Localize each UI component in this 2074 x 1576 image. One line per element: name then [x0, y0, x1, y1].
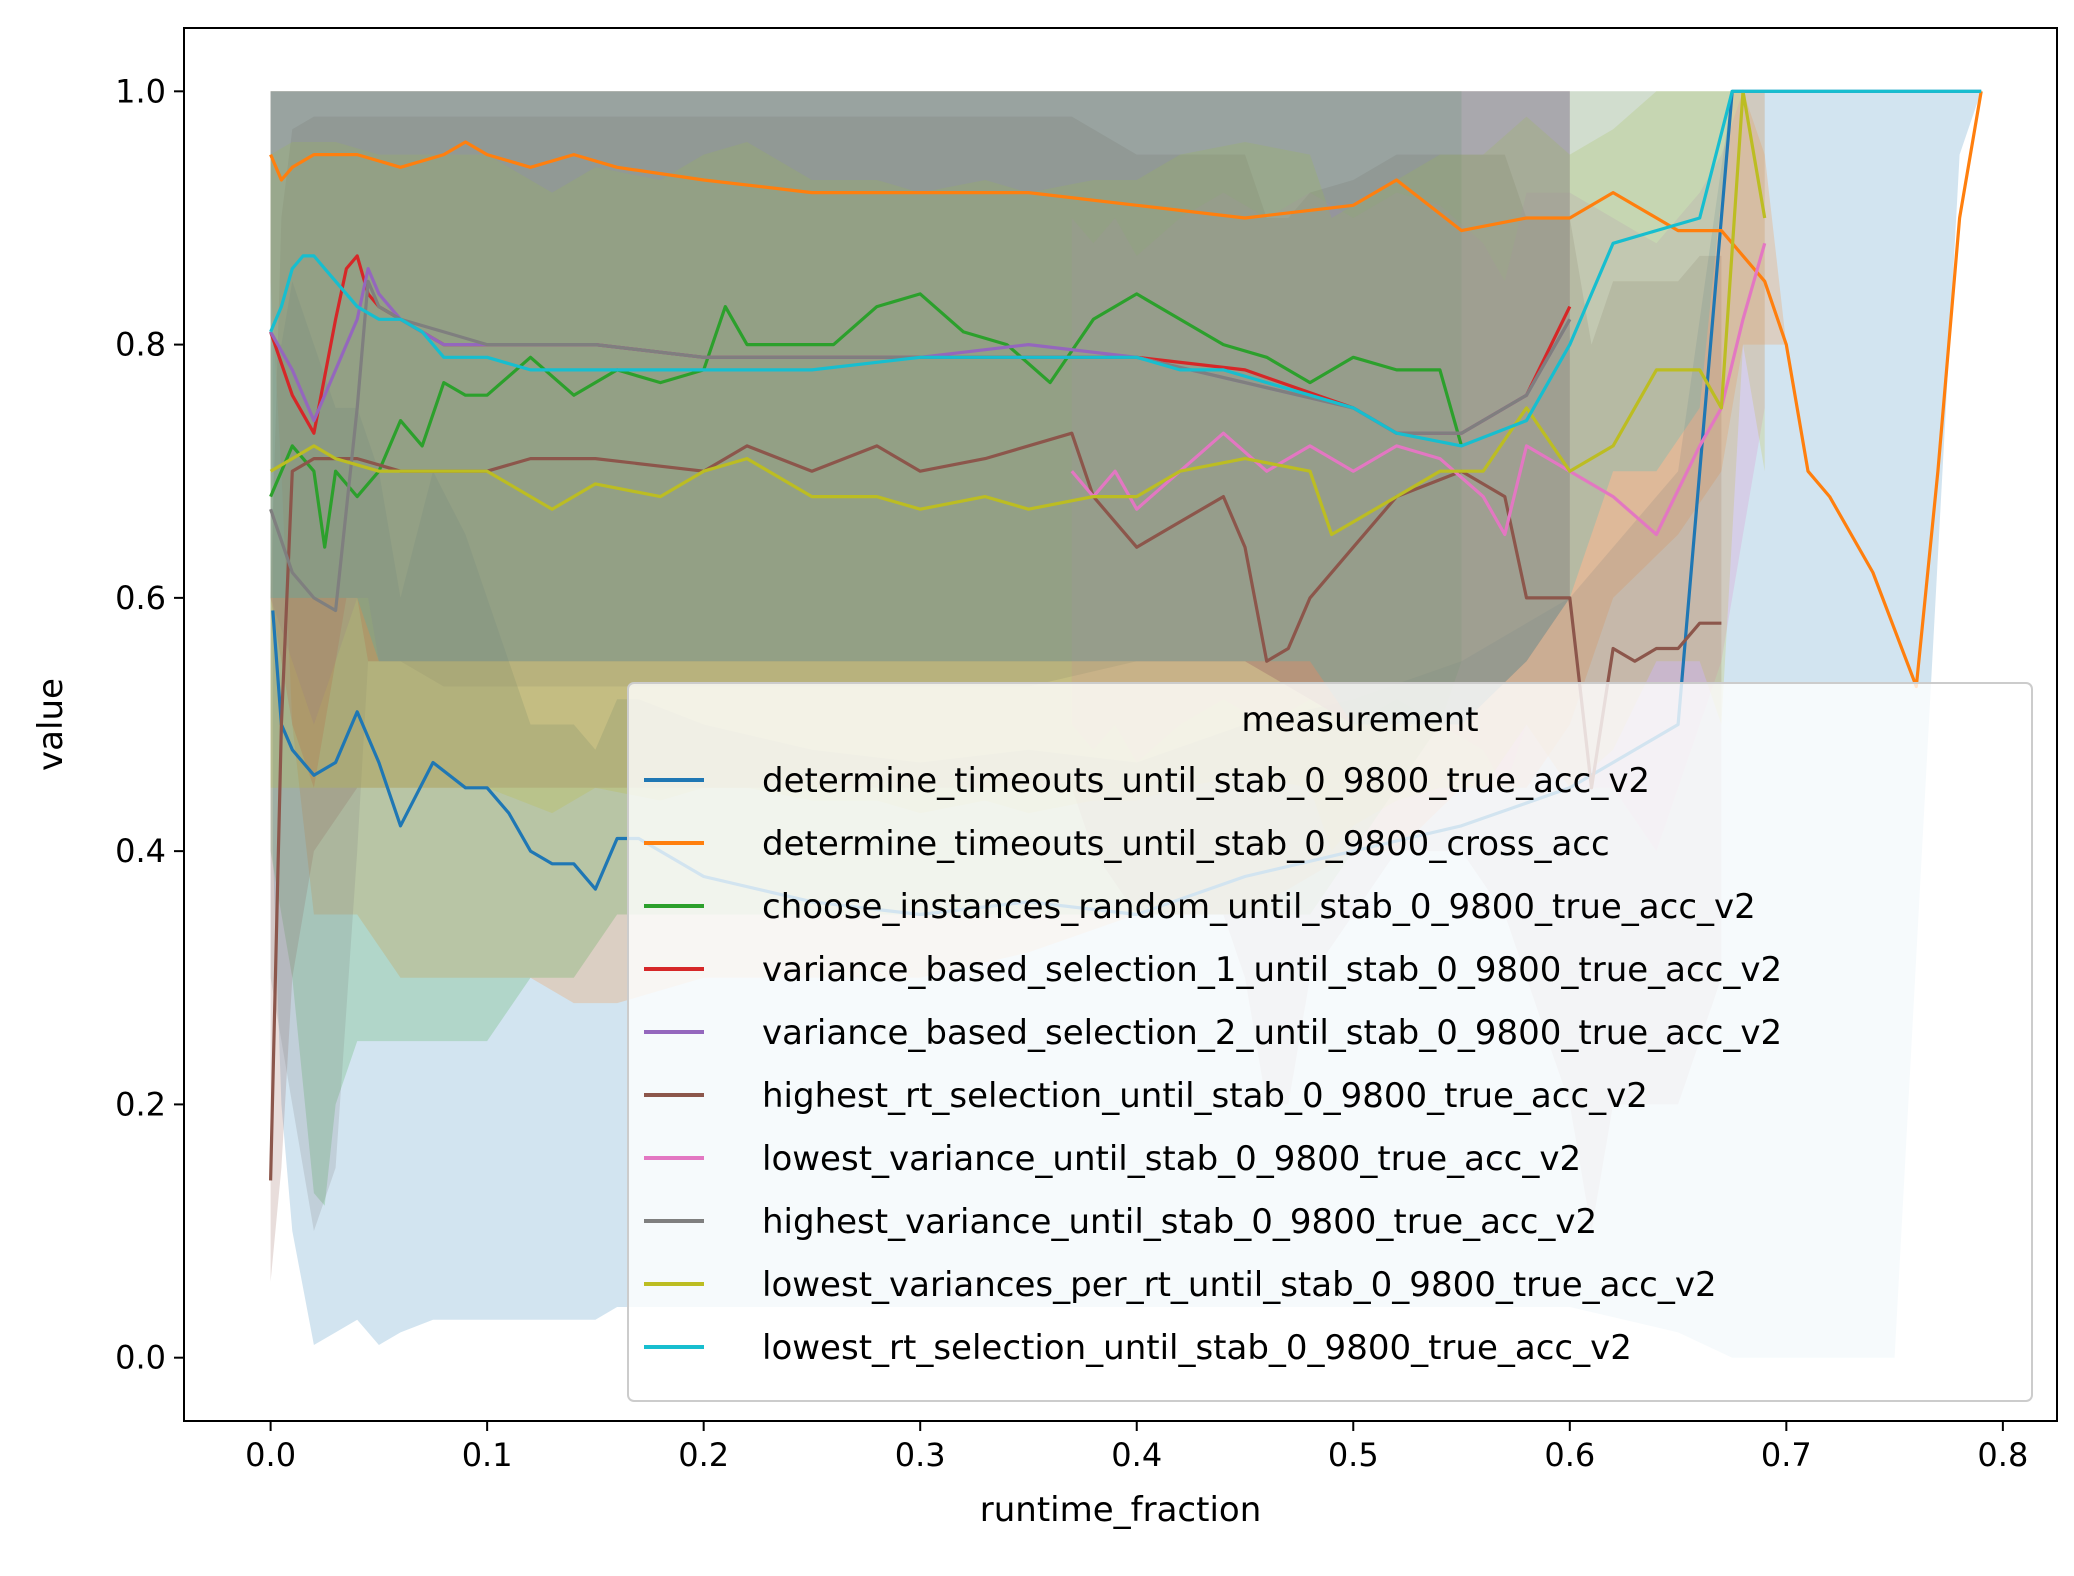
series-line-choose_instances_random_until_stab_0_9800_true_acc_v2	[269, 292, 1464, 549]
x-tick-label: 0.2	[678, 1436, 729, 1474]
legend-label: determine_timeouts_until_stab_0_9800_tru…	[762, 761, 1650, 801]
series-line-lowest_variance_until_stab_0_9800_true_acc_v2	[1070, 242, 1767, 537]
series-line-determine_timeouts_until_stab_0_9800_cross_acc	[269, 91, 1983, 689]
x-tick-label: 0.6	[1544, 1436, 1595, 1474]
band-variance_based_selection_2_until_stab_0_9800_true_acc_v2	[270, 91, 1570, 725]
band-lowest_variance_until_stab_0_9800_true_acc_v2	[1071, 91, 1765, 852]
axes-frame	[183, 27, 2058, 1422]
legend-label: variance_based_selection_1_until_stab_0_…	[762, 950, 1782, 990]
y-axis-label: value	[31, 678, 71, 771]
x-tick-label: 0.1	[462, 1436, 513, 1474]
legend-label: highest_variance_until_stab_0_9800_true_…	[762, 1202, 1597, 1242]
legend-label: variance_based_selection_2_until_stab_0_…	[762, 1013, 1782, 1053]
series-lines	[269, 89, 1983, 1181]
y-tick-label: 0.4	[115, 832, 166, 870]
legend-label: lowest_variances_per_rt_until_stab_0_980…	[762, 1265, 1717, 1305]
y-tick-label: 0.0	[115, 1339, 166, 1377]
band-lowest_rt_selection_until_stab_0_9800_true_acc_v2	[270, 91, 1982, 725]
x-tick-label: 0.5	[1328, 1436, 1379, 1474]
y-tick-label: 1.0	[115, 72, 166, 110]
legend-box	[627, 682, 2033, 1402]
legend-title: measurement	[1241, 700, 1478, 740]
series-line-lowest_variances_per_rt_until_stab_0_9800_true_acc_v2	[269, 89, 1767, 537]
x-tick-label: 0.0	[245, 1436, 296, 1474]
x-axis-label: runtime_fraction	[980, 1490, 1262, 1530]
legend-label: determine_timeouts_until_stab_0_9800_cro…	[762, 824, 1610, 864]
y-tick-label: 0.6	[115, 579, 166, 617]
legend-label: highest_rt_selection_until_stab_0_9800_t…	[762, 1076, 1648, 1116]
x-tick-label: 0.7	[1761, 1436, 1812, 1474]
y-tick-label: 0.2	[115, 1085, 166, 1123]
x-tick-label: 0.8	[1977, 1436, 2028, 1474]
x-axis-ticks: 0.0 0.1 0.2 0.3 0.4 0.5 0.6 0.7 0.8	[245, 1421, 2028, 1474]
y-axis-ticks: 0.0 0.2 0.4 0.6 0.8 1.0	[115, 72, 184, 1377]
series-line-lowest_rt_selection_until_stab_0_9800_true_acc_v2	[269, 89, 1982, 448]
x-tick-label: 0.3	[895, 1436, 946, 1474]
band-lowest_variances_per_rt_until_stab_0_9800_true_acc_v2	[270, 91, 1765, 852]
x-tick-label: 0.4	[1111, 1436, 1162, 1474]
y-tick-label: 0.8	[115, 326, 166, 364]
legend-label: lowest_rt_selection_until_stab_0_9800_tr…	[762, 1328, 1632, 1368]
legend-items: determine_timeouts_until_stab_0_9800_tru…	[644, 761, 1782, 1368]
band-variance_based_selection_1_until_stab_0_9800_true_acc_v2	[270, 91, 1570, 788]
legend: measurement determine_timeouts_until_sta…	[627, 682, 2033, 1402]
legend-label: choose_instances_random_until_stab_0_980…	[762, 887, 1756, 927]
legend-label: lowest_variance_until_stab_0_9800_true_a…	[762, 1139, 1581, 1179]
